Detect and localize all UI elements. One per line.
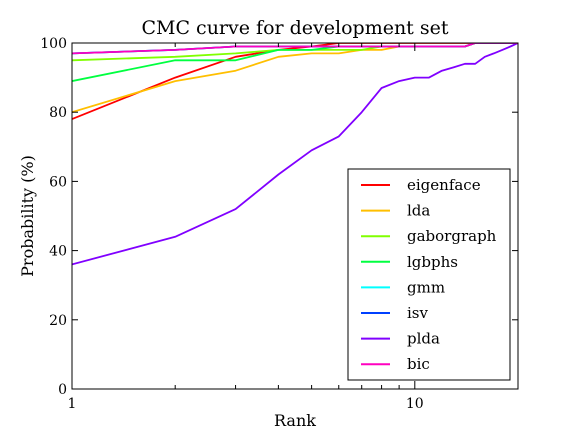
y-tick-label: 20 — [49, 313, 67, 329]
chart-title: CMC curve for development set — [141, 17, 448, 39]
legend-box — [347, 168, 511, 381]
x-tick-label: 10 — [406, 396, 424, 412]
y-tick-label: 60 — [49, 174, 67, 190]
y-axis-label: Probability (%) — [18, 155, 37, 277]
legend-label-isv: isv — [407, 304, 428, 322]
y-tick-label: 0 — [58, 382, 67, 398]
legend-label-eigenface: eigenface — [407, 176, 481, 194]
x-tick-label: 1 — [68, 396, 77, 412]
legend-label-bic: bic — [407, 355, 430, 373]
plot-frame — [71, 42, 519, 390]
legend-label-lda: lda — [407, 202, 430, 220]
y-tick-label: 100 — [40, 36, 67, 52]
legend-label-gmm: gmm — [407, 278, 445, 296]
plot-area: 0 20 40 60 80 100 1 10 — [40, 36, 519, 412]
legend-label-gaborgraph: gaborgraph — [407, 227, 497, 245]
axis-ticks: 0 20 40 60 80 100 1 10 — [40, 36, 519, 412]
series-line-bic — [72, 43, 518, 55]
x-axis-label: Rank — [274, 411, 316, 430]
legend-label-lgbphs: lgbphs — [407, 253, 458, 271]
legend: eigenface lda gaborgraph lgbphs gmm isv plda bi… — [347, 168, 511, 381]
series-line-plda — [72, 43, 518, 266]
series-lines — [72, 43, 518, 266]
y-tick-label: 40 — [49, 244, 67, 260]
legend-items: eigenface lda gaborgraph lgbphs gmm isv plda bi… — [361, 176, 497, 373]
y-tick-label: 80 — [49, 105, 67, 121]
legend-label-plda: plda — [407, 330, 440, 348]
